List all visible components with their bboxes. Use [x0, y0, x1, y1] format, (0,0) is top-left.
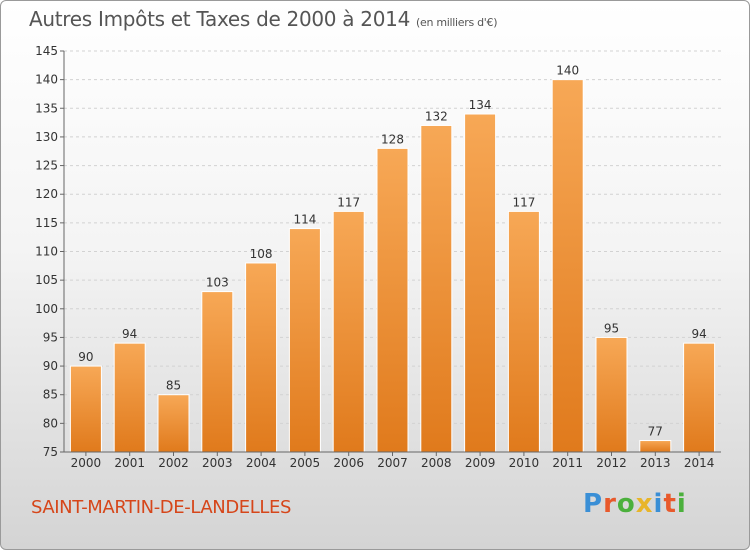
bar-2009 [464, 113, 497, 453]
bar-2000 [69, 365, 102, 453]
x-tick-label-2014: 2014 [684, 456, 715, 470]
data-label-2007: 128 [381, 132, 404, 146]
data-label-2012: 95 [604, 321, 619, 335]
bar-2002 [157, 394, 190, 453]
bar-2005 [288, 228, 321, 453]
y-tick-label: 100 [35, 302, 58, 316]
y-tick-label: 125 [35, 159, 58, 173]
x-tick-label-2001: 2001 [114, 456, 145, 470]
bar-2013 [639, 440, 672, 453]
bar-2010 [507, 210, 540, 453]
data-label-2005: 114 [293, 213, 316, 227]
data-label-2004: 108 [250, 247, 273, 261]
bar-2001 [113, 342, 146, 453]
chart-unit: (en milliers d'€) [416, 16, 498, 29]
data-label-2010: 117 [512, 195, 535, 209]
x-tick-label-2011: 2011 [552, 456, 583, 470]
x-tick-label-2004: 2004 [246, 456, 277, 470]
y-tick-label: 75 [43, 445, 58, 459]
bar-2012 [595, 336, 628, 453]
x-tick-label-2003: 2003 [202, 456, 233, 470]
x-tick-label-2002: 2002 [158, 456, 189, 470]
x-tick-label-2009: 2009 [465, 456, 496, 470]
x-tick-label-2000: 2000 [71, 456, 102, 470]
y-tick-label: 105 [35, 273, 58, 287]
y-tick-label: 95 [43, 330, 58, 344]
data-label-2006: 117 [337, 195, 360, 209]
y-tick-label: 130 [35, 130, 58, 144]
data-label-2009: 134 [469, 98, 492, 112]
bar-2011 [551, 79, 584, 453]
y-tick-label: 85 [43, 388, 58, 402]
x-tick-label-2006: 2006 [333, 456, 364, 470]
bar-2003 [201, 291, 234, 453]
y-tick-label: 120 [35, 187, 58, 201]
x-tick-label-2010: 2010 [509, 456, 540, 470]
y-axis-ticks: 75 80 85 90 95 100 105 110 115 120 125 130 135 140 145 [35, 44, 64, 459]
y-tick-label: 80 [43, 416, 58, 430]
commune-name: SAINT-MARTIN-DE-LANDELLES [31, 497, 292, 518]
y-tick-label: 90 [43, 359, 58, 373]
chart-title: Autres Impôts et Taxes de 2000 à 2014 (en… [29, 7, 497, 31]
bar-2007 [376, 147, 409, 453]
y-tick-label: 110 [35, 245, 58, 259]
x-axis-ticks: 2000 2001 2002 2003 2004 2005 2006 2007 2008 2009… [71, 452, 715, 470]
x-tick-label-2013: 2013 [640, 456, 671, 470]
x-tick-label-2005: 2005 [290, 456, 321, 470]
y-tick-label: 145 [35, 44, 58, 58]
x-tick-label-2012: 2012 [596, 456, 627, 470]
y-tick-label: 115 [35, 216, 58, 230]
data-label-2013: 77 [648, 425, 663, 439]
data-label-2003: 103 [206, 276, 229, 290]
data-label-2014: 94 [691, 327, 706, 341]
y-tick-label: 140 [35, 73, 58, 87]
bar-2014 [683, 342, 716, 453]
data-labels: 90 94 85 103 108 114 117 128 132 134 117 140 95 77 94 [78, 64, 706, 439]
x-tick-label-2007: 2007 [377, 456, 408, 470]
proxiti-logo: Proxiti [583, 489, 687, 519]
chart-title-text: Autres Impôts et Taxes de 2000 à 2014 [29, 7, 410, 31]
bars [69, 79, 716, 453]
data-label-2001: 94 [122, 327, 137, 341]
y-tick-label: 135 [35, 101, 58, 115]
data-label-2011: 140 [556, 64, 579, 78]
bar-2004 [245, 262, 278, 453]
data-label-2008: 132 [425, 109, 448, 123]
bar-2008 [420, 124, 453, 453]
data-label-2000: 90 [78, 350, 93, 364]
bar-2006 [332, 210, 365, 453]
data-label-2002: 85 [166, 379, 181, 393]
x-tick-label-2008: 2008 [421, 456, 452, 470]
